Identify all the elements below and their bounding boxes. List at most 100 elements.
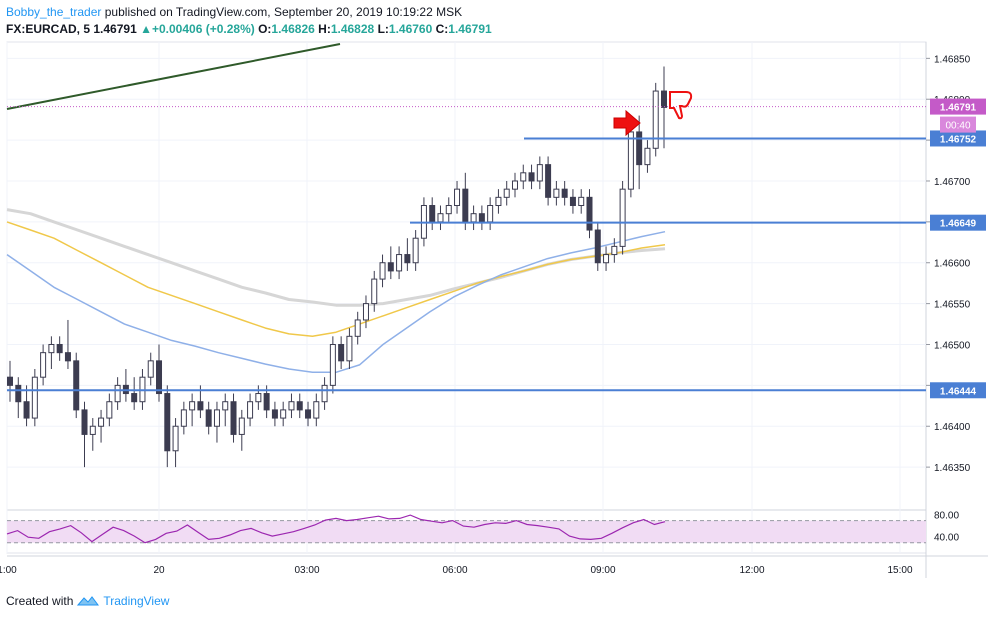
tradingview-logo-icon: [77, 596, 100, 606]
candle-body: [561, 188, 568, 198]
candle-body: [396, 254, 403, 272]
candle-body: [652, 90, 659, 149]
grid: [6, 41, 988, 578]
candle-body: [478, 213, 485, 223]
time-tick-label: 09:00: [590, 565, 615, 576]
candle-body: [81, 409, 88, 435]
candle-body: [371, 278, 378, 305]
candle-body: [15, 384, 22, 403]
candle-body: [644, 147, 651, 166]
candle-body: [437, 213, 444, 223]
candle-body: [23, 401, 30, 419]
candle-body: [412, 237, 419, 264]
candle-body: [545, 164, 552, 198]
candle-body: [346, 335, 353, 362]
price-chart[interactable]: 1.468501.468001.467501.467001.466501.466…: [0, 0, 988, 588]
candle-body: [296, 401, 303, 411]
open-value: 1.46826: [271, 22, 315, 36]
candle-body: [429, 205, 436, 223]
price-tick-label: 1.46550: [934, 300, 971, 311]
candle-body: [661, 90, 667, 108]
candle-body: [114, 384, 121, 403]
trend-line: [6, 43, 341, 110]
drawings[interactable]: [6, 43, 926, 392]
candle-body: [147, 360, 154, 378]
footer: Created with TradingView: [6, 594, 169, 608]
candle-body: [338, 343, 345, 362]
open-label: O:: [258, 22, 272, 36]
candle-body: [180, 409, 187, 427]
low-label: L:: [377, 22, 389, 36]
candle-body: [31, 376, 38, 419]
candle-body: [611, 245, 618, 256]
candles: [7, 66, 667, 468]
high-value: 1.46828: [330, 22, 375, 36]
level-label-bg: [930, 214, 986, 231]
candle-body: [354, 319, 361, 337]
candle-body: [156, 360, 163, 395]
time-tick-label: 20: [153, 565, 165, 576]
author-name[interactable]: Bobby_the_trader: [6, 5, 102, 19]
candle-body: [222, 401, 229, 411]
time-tick-label: 15:00: [887, 565, 912, 576]
time-tick-label: 06:00: [442, 565, 467, 576]
candle-body: [503, 188, 510, 198]
level-label: 1.46444: [940, 386, 977, 397]
publish-info: Bobby_the_trader published on TradingVie…: [6, 5, 462, 19]
ma-yellow-line: [6, 221, 666, 338]
candle-body: [578, 196, 585, 207]
candle-body: [280, 409, 287, 419]
candle-body: [553, 188, 560, 198]
low-value: 1.46760: [388, 22, 433, 36]
thumbs-down-icon: [669, 91, 693, 120]
candle-body: [64, 352, 71, 362]
last-price-label: 1.46791: [940, 103, 977, 114]
countdown-label: 00:40: [945, 121, 970, 132]
close-label: C:: [435, 22, 449, 36]
candle-body: [487, 205, 494, 223]
change-value: +0.00406 (+0.28%): [151, 22, 255, 36]
time-tick-label: 03:00: [294, 565, 319, 576]
price-tick-label: 1.46400: [934, 422, 971, 433]
rsi-pane: [6, 514, 926, 544]
candle-body: [627, 131, 634, 190]
candle-body: [164, 393, 171, 452]
level-label: 1.46649: [940, 219, 977, 230]
candle-body: [313, 401, 320, 419]
ohlc-legend: FX:EURCAD, 5 1.46791 ▲+0.00406 (+0.28%) …: [6, 22, 492, 36]
candle-body: [495, 196, 502, 207]
candle-body: [603, 254, 610, 264]
created-with-label: Created with: [6, 594, 74, 608]
candle-body: [305, 409, 312, 419]
candle-body: [197, 401, 204, 411]
candle-body: [636, 131, 643, 166]
last-price-value: 1.46791: [93, 22, 137, 36]
candle-body: [172, 425, 179, 452]
candle-body: [7, 376, 13, 386]
candle-body: [106, 401, 113, 419]
candle-body: [89, 425, 96, 435]
rsi-tick-label: 40.00: [934, 533, 959, 544]
candle-body: [470, 213, 477, 223]
level-label-bg: [930, 130, 986, 147]
up-arrow-icon: ▲: [140, 22, 152, 36]
close-value: 1.46791: [448, 22, 492, 36]
price-tick-label: 1.46700: [934, 177, 971, 188]
symbol-label: FX:EURCAD, 5: [6, 22, 91, 36]
candle-body: [247, 401, 254, 419]
countdown-bg: [940, 116, 976, 133]
candle-body: [48, 343, 55, 354]
candle-body: [511, 180, 518, 190]
candle-body: [586, 196, 593, 231]
candle-body: [594, 229, 601, 264]
candle-body: [569, 196, 576, 207]
candle-body: [362, 303, 369, 321]
candle-body: [288, 401, 295, 411]
candle-body: [73, 360, 80, 411]
candle-body: [619, 188, 626, 247]
price-tick-label: 1.46850: [934, 54, 971, 65]
rsi-line: [6, 514, 666, 544]
tradingview-brand[interactable]: TradingView: [103, 594, 170, 608]
arrow-right-icon: [613, 109, 641, 137]
price-tick-label: 1.46600: [934, 259, 971, 270]
